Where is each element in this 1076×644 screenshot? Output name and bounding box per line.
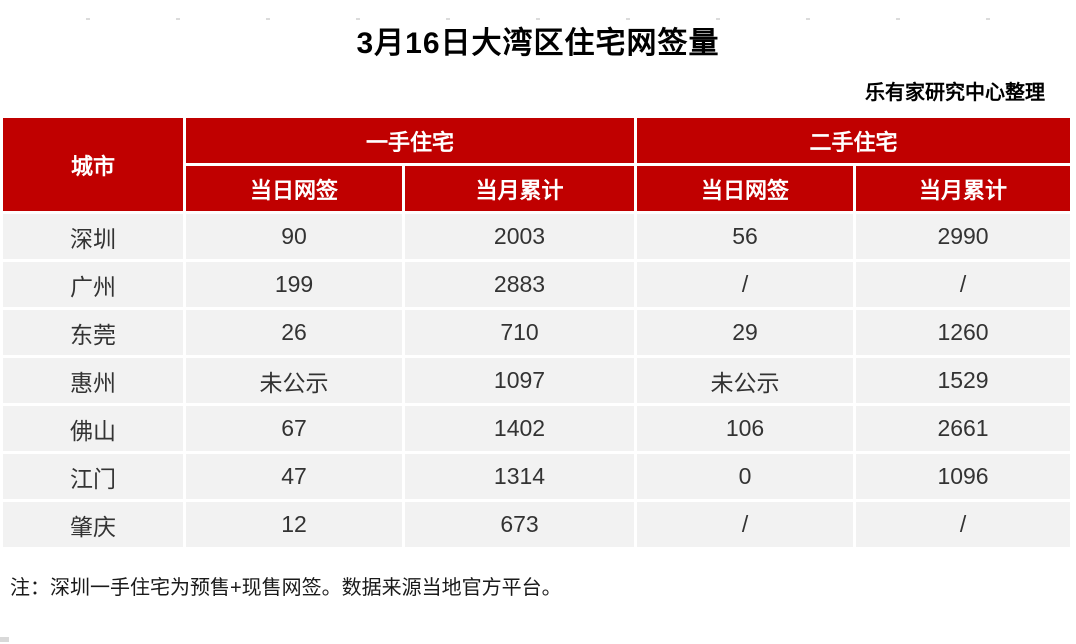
header-row-subcolumns: 当日网签 当月累计 当日网签 当月累计 — [3, 166, 1071, 211]
table-row-foshan: 佛山 67 1402 106 2661 — [3, 406, 1071, 451]
table-row-dongguan: 东莞 26 710 29 1260 — [3, 310, 1071, 355]
value-cell: 673 — [405, 502, 635, 547]
value-cell: 1529 — [856, 358, 1071, 403]
table-row-huizhou: 惠州 未公示 1097 未公示 1529 — [3, 358, 1071, 403]
col-header-secondhand-monthly: 当月累计 — [856, 166, 1071, 211]
col-header-new-daily: 当日网签 — [186, 166, 402, 211]
value-cell: 26 — [186, 310, 402, 355]
value-cell: 1260 — [856, 310, 1071, 355]
table-row-jiangmen: 江门 47 1314 0 1096 — [3, 454, 1071, 499]
value-cell: 710 — [405, 310, 635, 355]
value-cell: 106 — [637, 406, 854, 451]
city-cell: 惠州 — [3, 358, 183, 403]
value-cell: 12 — [186, 502, 402, 547]
value-cell: / — [637, 262, 854, 307]
value-cell: 1096 — [856, 454, 1071, 499]
col-header-city: 城市 — [3, 118, 183, 211]
top-edge-artifact — [0, 18, 1076, 20]
value-cell: 1402 — [405, 406, 635, 451]
value-cell: 1314 — [405, 454, 635, 499]
col-header-secondhand-daily: 当日网签 — [637, 166, 854, 211]
value-cell: 199 — [186, 262, 402, 307]
table-row-zhaoqing: 肇庆 12 673 / / — [3, 502, 1071, 547]
value-cell: 0 — [637, 454, 854, 499]
city-cell: 肇庆 — [3, 502, 183, 547]
value-cell: 47 — [186, 454, 402, 499]
city-cell: 深圳 — [3, 214, 183, 259]
value-cell: 2990 — [856, 214, 1071, 259]
housing-signings-table: 城市 一手住宅 二手住宅 当日网签 当月累计 当日网签 当月累计 深圳 90 2… — [0, 115, 1073, 550]
col-header-new-monthly: 当月累计 — [405, 166, 635, 211]
table-row-shenzhen: 深圳 90 2003 56 2990 — [3, 214, 1071, 259]
value-cell: / — [856, 502, 1071, 547]
value-cell: 未公示 — [186, 358, 402, 403]
value-cell: 2661 — [856, 406, 1071, 451]
value-cell: 90 — [186, 214, 402, 259]
city-cell: 江门 — [3, 454, 183, 499]
bottom-left-artifact — [0, 637, 9, 642]
col-group-new-homes: 一手住宅 — [186, 118, 635, 163]
value-cell: / — [637, 502, 854, 547]
value-cell: 56 — [637, 214, 854, 259]
value-cell: 2883 — [405, 262, 635, 307]
page-title: 3月16日大湾区住宅网签量 — [356, 27, 720, 60]
value-cell: 67 — [186, 406, 402, 451]
col-group-secondhand-homes: 二手住宅 — [637, 118, 1071, 163]
footnote: 注：深圳一手住宅为预售+现售网签。数据来源当地官方平台。 — [10, 577, 562, 599]
credit-line: 乐有家研究中心整理 — [865, 82, 1045, 104]
table-row-guangzhou: 广州 199 2883 / / — [3, 262, 1071, 307]
value-cell: 29 — [637, 310, 854, 355]
city-cell: 广州 — [3, 262, 183, 307]
value-cell: 未公示 — [637, 358, 854, 403]
value-cell: 2003 — [405, 214, 635, 259]
city-cell: 佛山 — [3, 406, 183, 451]
city-cell: 东莞 — [3, 310, 183, 355]
value-cell: 1097 — [405, 358, 635, 403]
value-cell: / — [856, 262, 1071, 307]
header-row-groups: 城市 一手住宅 二手住宅 — [3, 118, 1071, 211]
